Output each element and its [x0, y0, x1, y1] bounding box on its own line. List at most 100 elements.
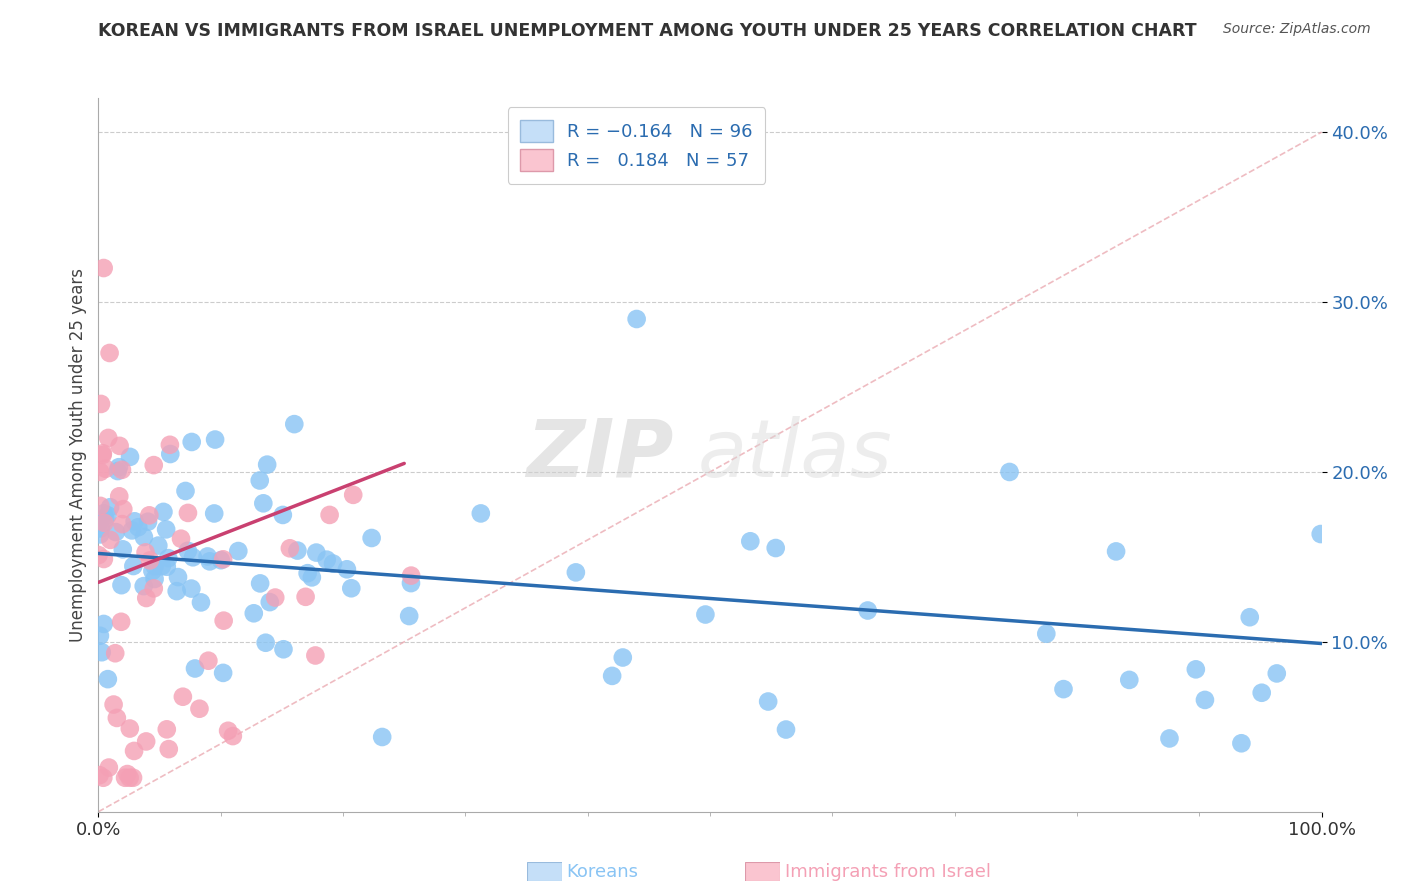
Point	[212, 665, 235, 680]
Text: Source: ZipAtlas.com: Source: ZipAtlas.com	[1223, 22, 1371, 37]
Point	[740, 534, 762, 549]
Point	[98, 346, 121, 360]
Point	[756, 694, 779, 708]
Point	[93, 260, 115, 275]
Point	[135, 545, 157, 559]
Point	[172, 690, 194, 704]
Point	[142, 582, 165, 596]
Point	[399, 576, 422, 591]
Point	[212, 552, 235, 566]
Point	[204, 433, 226, 447]
Point	[226, 544, 249, 558]
Point	[98, 533, 121, 547]
Point	[111, 463, 134, 477]
Point	[249, 576, 271, 591]
Point	[91, 771, 114, 785]
Point	[318, 508, 340, 522]
Point	[212, 614, 235, 628]
Point	[1052, 682, 1074, 697]
Point	[121, 524, 143, 538]
Point	[1230, 736, 1253, 750]
Point	[565, 566, 588, 580]
Point	[695, 607, 717, 622]
Point	[157, 551, 180, 566]
Point	[94, 511, 117, 525]
Point	[157, 742, 180, 756]
Text: KOREAN VS IMMIGRANTS FROM ISRAEL UNEMPLOYMENT AMONG YOUTH UNDER 25 YEARS CORRELA: KOREAN VS IMMIGRANTS FROM ISRAEL UNEMPLO…	[98, 22, 1197, 40]
Point	[136, 515, 159, 529]
Point	[998, 465, 1021, 479]
Point	[104, 525, 127, 540]
Point	[108, 460, 131, 475]
Point	[97, 431, 120, 445]
Point	[177, 506, 200, 520]
Point	[89, 768, 111, 782]
Point	[371, 730, 394, 744]
Point	[1185, 662, 1208, 676]
Point	[1250, 686, 1272, 700]
Point	[93, 552, 115, 566]
Point	[108, 489, 131, 503]
Point	[124, 514, 146, 528]
Point	[1105, 544, 1128, 558]
Point	[135, 591, 157, 605]
Point	[118, 722, 141, 736]
Point	[127, 520, 149, 534]
Point	[111, 542, 134, 557]
Point	[93, 617, 115, 632]
Point	[110, 615, 132, 629]
Point	[122, 771, 145, 785]
Point	[612, 650, 634, 665]
Text: atlas: atlas	[697, 416, 893, 494]
Point	[89, 499, 111, 513]
Point	[132, 579, 155, 593]
Y-axis label: Unemployment Among Youth under 25 years: Unemployment Among Youth under 25 years	[69, 268, 87, 642]
Point	[166, 584, 188, 599]
Point	[93, 506, 115, 520]
Point	[155, 522, 177, 536]
Point	[301, 570, 323, 584]
Point	[188, 702, 211, 716]
Point	[90, 397, 112, 411]
Point	[399, 568, 422, 582]
Point	[222, 729, 245, 743]
Point	[104, 646, 127, 660]
Point	[148, 539, 170, 553]
Point	[152, 505, 174, 519]
Point	[97, 760, 120, 774]
Point	[111, 517, 134, 532]
Point	[1265, 666, 1288, 681]
Point	[1309, 527, 1331, 541]
Point	[132, 530, 155, 544]
Point	[190, 595, 212, 609]
Point	[177, 543, 200, 558]
Point	[1035, 626, 1057, 640]
Point	[138, 508, 160, 523]
Point	[114, 771, 136, 785]
Point	[340, 581, 363, 595]
Point	[249, 474, 271, 488]
Point	[256, 458, 278, 472]
Point	[103, 698, 125, 712]
Point	[156, 559, 179, 574]
Point	[322, 557, 344, 571]
Point	[89, 465, 111, 479]
Point	[89, 527, 111, 541]
Point	[105, 711, 128, 725]
Point	[122, 744, 145, 758]
Point	[271, 508, 294, 522]
Point	[315, 552, 337, 566]
Point	[107, 464, 129, 478]
Point	[1159, 731, 1181, 746]
Point	[122, 559, 145, 574]
Point	[264, 591, 287, 605]
Point	[110, 578, 132, 592]
Point	[150, 559, 173, 574]
Point	[336, 562, 359, 576]
Point	[273, 642, 295, 657]
Point	[142, 458, 165, 472]
Point	[89, 629, 111, 643]
Point	[141, 564, 163, 578]
Text: Koreans: Koreans	[567, 863, 638, 881]
Point	[470, 507, 492, 521]
